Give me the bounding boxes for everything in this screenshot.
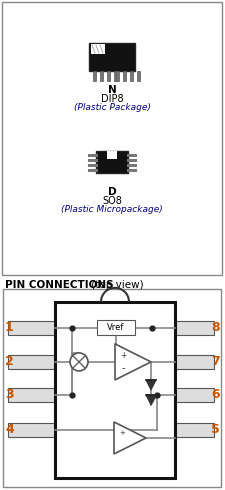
Bar <box>8 355 55 369</box>
Text: PIN CONNECTIONS: PIN CONNECTIONS <box>5 280 114 290</box>
Bar <box>175 423 214 437</box>
Text: (top view): (top view) <box>88 280 144 290</box>
Bar <box>91 44 105 54</box>
Bar <box>107 71 110 81</box>
Polygon shape <box>115 344 151 380</box>
Text: 6: 6 <box>211 389 220 401</box>
Text: (Plastic Micropackage): (Plastic Micropackage) <box>61 205 163 214</box>
Text: Vref: Vref <box>107 323 125 332</box>
Text: (Plastic Package): (Plastic Package) <box>74 103 151 112</box>
Text: SO8: SO8 <box>102 196 122 206</box>
Text: DIP8: DIP8 <box>101 94 123 104</box>
Text: 2: 2 <box>5 355 14 368</box>
Text: -: - <box>121 363 125 373</box>
Bar <box>114 71 117 81</box>
Bar <box>8 423 55 437</box>
Bar <box>96 151 128 173</box>
Bar <box>97 320 135 335</box>
Bar <box>8 321 55 335</box>
Bar <box>123 71 126 81</box>
Text: N: N <box>108 85 116 95</box>
Text: D: D <box>108 187 116 197</box>
Bar <box>55 302 175 478</box>
Bar <box>137 71 140 81</box>
Text: 7: 7 <box>211 355 220 368</box>
Text: 5: 5 <box>211 423 220 437</box>
Text: 8: 8 <box>211 321 220 334</box>
Bar <box>175 355 214 369</box>
Bar <box>130 71 133 81</box>
Text: 1: 1 <box>5 321 14 334</box>
Text: +: + <box>120 351 126 360</box>
Polygon shape <box>146 395 156 405</box>
Bar <box>107 151 117 159</box>
Polygon shape <box>146 380 156 390</box>
Polygon shape <box>114 422 146 454</box>
Bar <box>89 43 135 71</box>
Bar <box>93 71 96 81</box>
Bar <box>100 71 103 81</box>
Text: 3: 3 <box>5 389 14 401</box>
Text: 4: 4 <box>5 423 14 437</box>
Bar <box>175 321 214 335</box>
Bar <box>175 388 214 402</box>
Bar <box>116 71 119 81</box>
Text: +: + <box>119 430 125 436</box>
Circle shape <box>70 353 88 371</box>
Bar <box>8 388 55 402</box>
